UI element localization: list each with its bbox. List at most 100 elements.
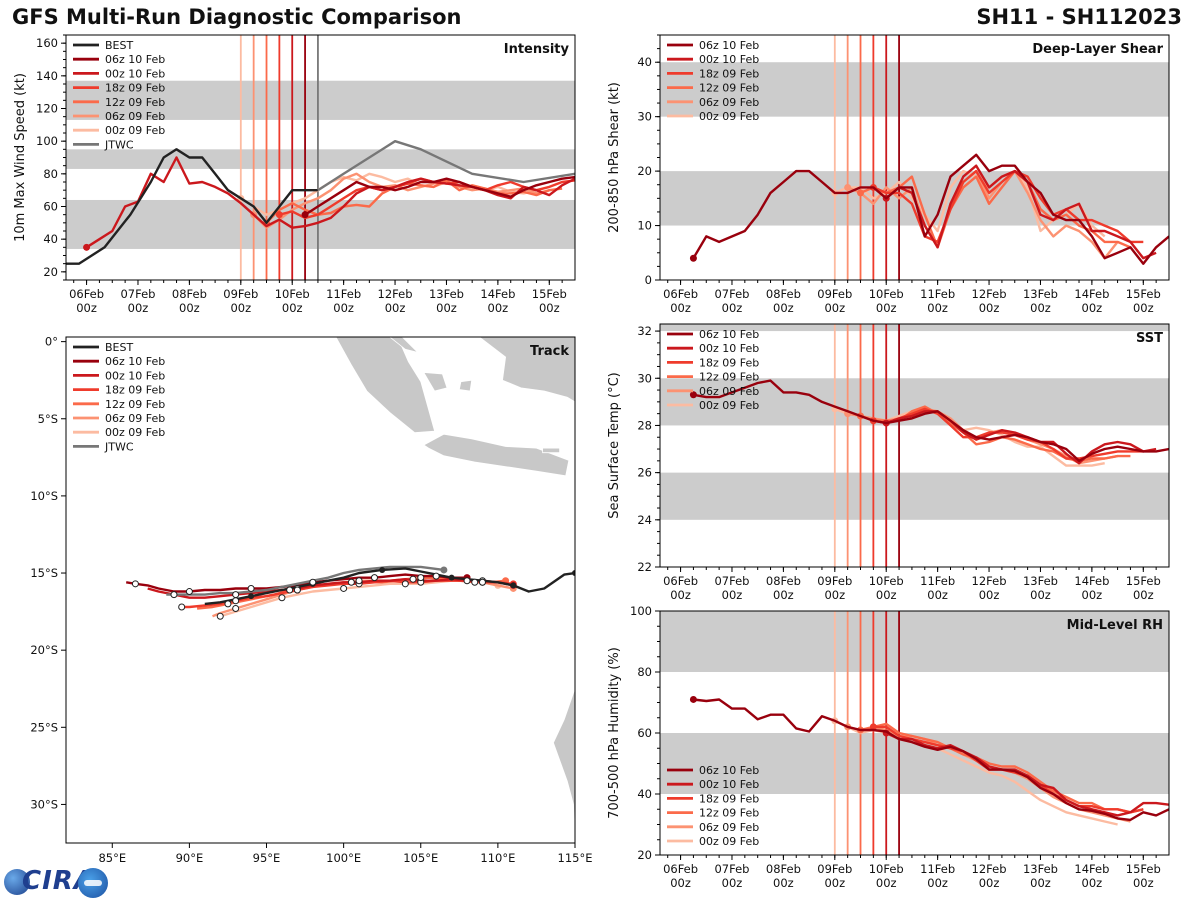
x-tick-label: 00z [670, 588, 691, 602]
y-tick-label: 20 [43, 265, 58, 279]
x-tick-label: 00z [1082, 876, 1103, 890]
legend-label: 06z 09 Feb [105, 412, 165, 425]
legend-label: BEST [105, 341, 133, 354]
x-tick-label: 15Feb [1126, 862, 1161, 876]
position-marker [478, 578, 486, 586]
x-tick-label: 08Feb [766, 862, 801, 876]
x-tick-label: 00z [1082, 588, 1103, 602]
x-tick-label: 00z [979, 876, 1000, 890]
x-tick-label: 11Feb [920, 287, 955, 301]
land-mass [423, 372, 448, 392]
x-tick-label: 12Feb [972, 287, 1007, 301]
legend-label: 06z 10 Feb [699, 39, 759, 52]
figure-title: GFS Multi-Run Diagnostic Comparison [12, 5, 462, 29]
init-point [869, 723, 877, 731]
x-tick-label: 12Feb [972, 574, 1007, 588]
legend-label: 18z 09 Feb [105, 384, 165, 397]
legend-label: 00z 09 Feb [699, 110, 759, 123]
y-axis-label: Sea Surface Temp (°C) [607, 372, 622, 519]
x-tick-label: 11Feb [920, 574, 955, 588]
y-tick-label: 20 [637, 848, 652, 862]
x-tick-label: 09Feb [817, 574, 852, 588]
x-tick-label: 06Feb [663, 574, 698, 588]
x-tick-label: 00z [128, 301, 149, 315]
x-tick-label: 13Feb [1023, 574, 1058, 588]
globe-icon [4, 869, 30, 895]
init-point [275, 211, 283, 219]
series-12z-09-feb [860, 722, 1144, 814]
y-tick-label: 28 [637, 418, 652, 432]
legend-label: 12z 09 Feb [699, 371, 759, 384]
x-tick-label: 12Feb [378, 287, 413, 301]
x-tick-label: 14Feb [480, 287, 515, 301]
panel-title: Mid-Level RH [1067, 618, 1163, 633]
init-point [689, 695, 697, 703]
panel-shear: 01020304006Feb00z07Feb00z08Feb00z09Feb00… [607, 34, 1170, 315]
legend-label: JTWC [104, 440, 134, 453]
panel-track: 85°E 90°E 95°E 100°E 105°E 110°E 115°E 0° 5°S 10°… [30, 335, 592, 865]
x-tick-label: 00z [773, 588, 794, 602]
land-mass [423, 433, 570, 477]
x-tick-label: 14Feb [1074, 574, 1109, 588]
position-marker [170, 591, 178, 599]
lon-tick-label: 105°E [403, 851, 438, 865]
map-frame [65, 336, 576, 844]
x-tick-label: 00z [539, 301, 560, 315]
x-tick-label: 07Feb [714, 862, 749, 876]
position-marker [224, 600, 232, 608]
position-marker [355, 577, 363, 585]
y-axis-label: 700-500 hPa Humidity (%) [607, 647, 622, 819]
position-marker [286, 586, 294, 594]
x-tick-label: 11Feb [326, 287, 361, 301]
y-tick-label: 30 [637, 371, 652, 385]
lat-tick-label: 10°S [30, 489, 58, 503]
x-tick-label: 10Feb [869, 574, 904, 588]
legend-label: 06z 10 Feb [105, 53, 165, 66]
x-tick-label: 15Feb [1126, 287, 1161, 301]
x-tick-label: 09Feb [817, 862, 852, 876]
legend-label: 06z 10 Feb [105, 355, 165, 368]
x-tick-label: 00z [670, 301, 691, 315]
position-marker [379, 566, 386, 573]
series-jtwc [317, 139, 575, 192]
y-tick-label: 10 [637, 219, 652, 233]
x-tick-label: 06Feb [663, 287, 698, 301]
x-tick-label: 00z [722, 301, 743, 315]
legend-label: 12z 09 Feb [699, 807, 759, 820]
legend-label: 00z 10 Feb [105, 67, 165, 80]
y-tick-label: 40 [637, 55, 652, 69]
x-tick-label: 00z [773, 876, 794, 890]
y-tick-label: 60 [637, 726, 652, 740]
y-axis-label: 10m Max Wind Speed (kt) [13, 73, 28, 242]
series-06z-10-feb [692, 153, 1169, 265]
y-tick-label: 40 [43, 232, 58, 246]
x-tick-label: 00z [722, 876, 743, 890]
lat-tick-label: 25°S [30, 720, 58, 734]
seal-icon [78, 868, 108, 898]
init-point [857, 189, 865, 197]
x-tick-label: 00z [230, 301, 251, 315]
series-06z-10-feb [693, 379, 1169, 462]
position-marker [572, 570, 575, 577]
lat-tick-label: 5°S [38, 412, 58, 426]
x-tick-label: 00z [927, 876, 948, 890]
y-tick-label: 26 [637, 466, 652, 480]
legend-label: 00z 09 Feb [699, 399, 759, 412]
legend-label: 12z 09 Feb [105, 96, 165, 109]
position-marker [178, 603, 186, 611]
x-tick-label: 00z [927, 588, 948, 602]
plot-area [660, 611, 1169, 855]
y-tick-label: 80 [637, 665, 652, 679]
lon-tick-label: 100°E [326, 851, 361, 865]
cira-logo: CIRA [4, 866, 108, 898]
threshold-band [660, 62, 1169, 117]
position-marker [232, 591, 240, 599]
legend-label: 00z 10 Feb [699, 342, 759, 355]
x-tick-label: 07Feb [714, 574, 749, 588]
init-point [689, 254, 697, 262]
x-tick-label: 07Feb [120, 287, 155, 301]
position-marker [247, 584, 255, 592]
